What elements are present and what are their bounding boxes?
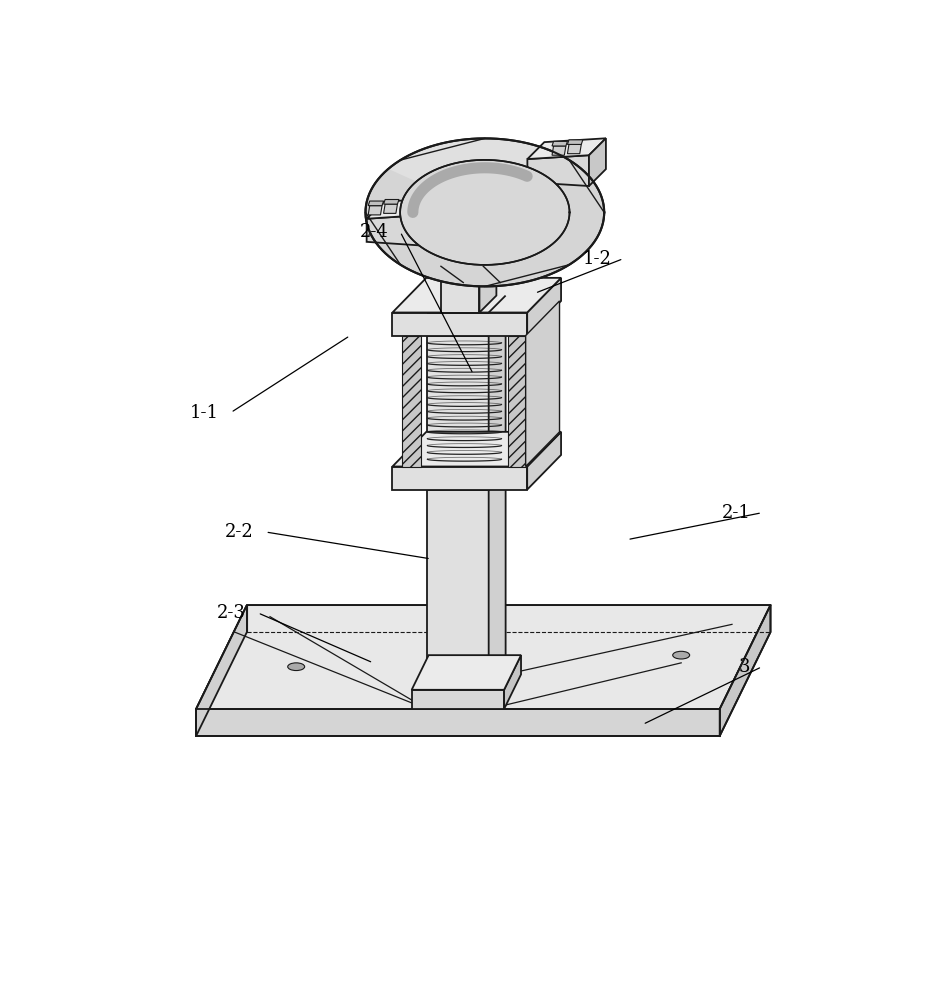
Polygon shape <box>368 206 382 215</box>
Polygon shape <box>528 155 589 186</box>
Polygon shape <box>479 249 496 312</box>
Text: 2-2: 2-2 <box>225 523 254 541</box>
Polygon shape <box>488 301 505 490</box>
Polygon shape <box>412 655 521 690</box>
Polygon shape <box>384 200 399 204</box>
Polygon shape <box>441 266 479 312</box>
Polygon shape <box>504 655 521 709</box>
Polygon shape <box>365 169 604 286</box>
Polygon shape <box>427 336 488 490</box>
Polygon shape <box>527 432 561 490</box>
Polygon shape <box>367 215 424 246</box>
Text: 2-1: 2-1 <box>722 504 751 522</box>
Polygon shape <box>427 490 488 709</box>
Polygon shape <box>552 141 568 146</box>
Polygon shape <box>488 455 505 709</box>
Polygon shape <box>392 466 527 490</box>
Polygon shape <box>392 278 561 312</box>
Polygon shape <box>527 278 561 336</box>
Polygon shape <box>196 605 247 736</box>
Polygon shape <box>589 138 606 186</box>
Text: 2-3: 2-3 <box>218 604 247 622</box>
Polygon shape <box>720 605 771 736</box>
Polygon shape <box>196 709 720 736</box>
Polygon shape <box>424 198 442 246</box>
Text: 3: 3 <box>739 658 751 676</box>
Polygon shape <box>526 301 559 466</box>
Polygon shape <box>528 138 606 159</box>
Polygon shape <box>568 144 581 154</box>
Polygon shape <box>412 690 504 709</box>
Polygon shape <box>488 296 505 312</box>
Polygon shape <box>384 204 398 213</box>
Text: 1-1: 1-1 <box>191 404 219 422</box>
Polygon shape <box>392 312 527 336</box>
Polygon shape <box>508 336 526 466</box>
Text: 2-4: 2-4 <box>360 223 389 241</box>
Polygon shape <box>367 198 442 219</box>
Ellipse shape <box>672 651 689 659</box>
Polygon shape <box>392 432 561 466</box>
Polygon shape <box>400 160 570 265</box>
Polygon shape <box>403 336 421 466</box>
Ellipse shape <box>288 663 304 671</box>
Polygon shape <box>568 140 583 144</box>
Polygon shape <box>365 138 604 286</box>
Polygon shape <box>196 605 771 709</box>
Polygon shape <box>552 146 566 155</box>
Polygon shape <box>368 201 384 206</box>
Polygon shape <box>427 455 505 490</box>
Text: 1-2: 1-2 <box>583 250 612 268</box>
